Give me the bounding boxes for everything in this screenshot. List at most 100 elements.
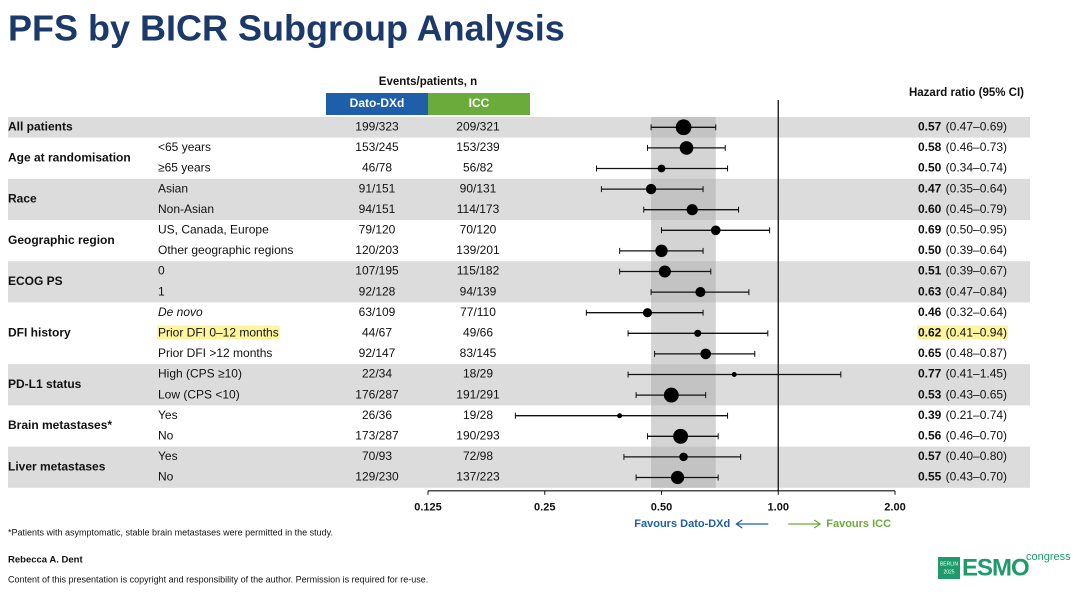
subgroup-label: No (158, 428, 174, 442)
hr-point (731, 372, 737, 377)
overall-ci-band (651, 117, 716, 488)
hr-point (617, 413, 623, 419)
events: 72/98 (463, 449, 493, 463)
events: 19/28 (463, 408, 493, 422)
favours-right: Favours ICC (826, 518, 891, 530)
subgroup-label: Prior DFI >12 months (158, 346, 272, 360)
arm-header: Dato-DXd (350, 96, 405, 110)
events: 139/201 (456, 243, 500, 257)
group-label: ECOG PS (8, 274, 63, 288)
x-tick-label: 0.50 (651, 502, 672, 514)
hr-point (642, 308, 653, 318)
ci-label: (0.43–0.70) (946, 470, 1007, 484)
group-band (8, 261, 1030, 303)
logo-badge (938, 557, 960, 579)
hr-label: 0.58 (918, 140, 942, 154)
events: 190/293 (456, 428, 500, 442)
hr-label: 0.57 (918, 119, 942, 133)
row-backgrounds (8, 117, 1030, 488)
ci-label: (0.47–0.84) (946, 284, 1007, 298)
x-tick-label: 0.125 (414, 502, 442, 514)
subgroup-label: Low (CPS <10) (158, 387, 240, 401)
ci-label: (0.41–0.94) (946, 325, 1007, 339)
events: 137/223 (456, 470, 500, 484)
subgroup-label: US, Canada, Europe (158, 222, 269, 236)
ci-label: (0.39–0.64) (946, 243, 1007, 257)
hr-point (670, 470, 685, 485)
subgroup-label: De novo (158, 305, 203, 319)
logo-brand: ESMO (962, 554, 1029, 581)
logo-suffix: congress (1026, 551, 1071, 563)
hr-point (658, 265, 671, 278)
highlight (157, 325, 280, 340)
arm-header: ICC (469, 96, 490, 110)
events-header: Events/patients, n (379, 76, 477, 88)
group-band (8, 178, 1030, 220)
highlight (917, 325, 1009, 340)
author: Rebecca A. Dent (8, 555, 83, 566)
hr-label: 0.63 (918, 284, 942, 298)
group-label: Brain metastases* (8, 418, 112, 432)
hr-label: 0.51 (918, 264, 942, 278)
ci-label: (0.46–0.70) (946, 428, 1007, 442)
hr-point (673, 428, 689, 444)
hr-label: 0.57 (918, 449, 942, 463)
subgroup-label: 0 (158, 264, 165, 278)
subgroup-label: Yes (158, 449, 178, 463)
events: 114/173 (457, 202, 500, 216)
events: 79/120 (359, 222, 396, 236)
hr-label: 0.50 (918, 243, 942, 257)
slide-title: PFS by BICR Subgroup Analysis (8, 8, 565, 49)
ci-label: (0.50–0.95) (946, 222, 1007, 236)
group-band (8, 446, 1030, 488)
events: 18/29 (463, 367, 493, 381)
ci-label: (0.34–0.74) (946, 161, 1007, 175)
hr-point (695, 287, 706, 298)
hr-label: 0.65 (918, 346, 942, 360)
events: 92/128 (359, 284, 396, 298)
ci-label: (0.32–0.64) (946, 305, 1007, 319)
favours-left: Favours Dato-DXd (634, 518, 730, 530)
events: 70/93 (362, 449, 392, 463)
hr-label: 0.39 (918, 408, 942, 422)
events: 94/151 (359, 202, 396, 216)
hr-label: 0.60 (918, 202, 942, 216)
events: 92/147 (359, 346, 396, 360)
group-label: PD-L1 status (8, 377, 82, 391)
hr-point (675, 119, 692, 136)
x-tick-label: 2.00 (884, 502, 905, 514)
hr-label: 0.55 (918, 470, 942, 484)
subgroup-label: Asian (158, 181, 188, 195)
ci-label: (0.47–0.69) (946, 119, 1007, 133)
hr-point (700, 348, 711, 360)
group-band (8, 117, 1030, 138)
ci-label: (0.46–0.73) (946, 140, 1007, 154)
subgroup-label: <65 years (158, 140, 211, 154)
group-band (8, 364, 1030, 406)
events: 107/195 (355, 264, 399, 278)
events: 90/131 (460, 181, 497, 195)
group-label: Liver metastases (8, 459, 106, 473)
hr-label: 0.77 (918, 367, 942, 381)
events: 91/151 (359, 181, 396, 195)
events: 56/82 (463, 161, 493, 175)
subgroup-label: No (158, 470, 174, 484)
events: 49/66 (463, 325, 493, 339)
subgroup-label: Non-Asian (158, 202, 214, 216)
events: 199/323 (355, 119, 399, 133)
hr-point (686, 204, 698, 216)
group-label: DFI history (8, 325, 71, 339)
hr-label: 0.46 (918, 305, 942, 319)
hr-point (663, 387, 679, 403)
group-label: All patients (8, 119, 73, 133)
events: 94/139 (460, 284, 497, 298)
esmo-logo: BERLIN 2025 ESMO congress (938, 551, 1071, 581)
events: 176/287 (355, 387, 399, 401)
hr-point (645, 183, 657, 195)
ci-label: (0.48–0.87) (946, 346, 1007, 360)
hr-header: Hazard ratio (95% CI) (909, 87, 1024, 99)
footnote: *Patients with asymptomatic, stable brai… (8, 527, 333, 537)
ci-label: (0.21–0.74) (946, 408, 1007, 422)
events: 153/245 (355, 140, 399, 154)
